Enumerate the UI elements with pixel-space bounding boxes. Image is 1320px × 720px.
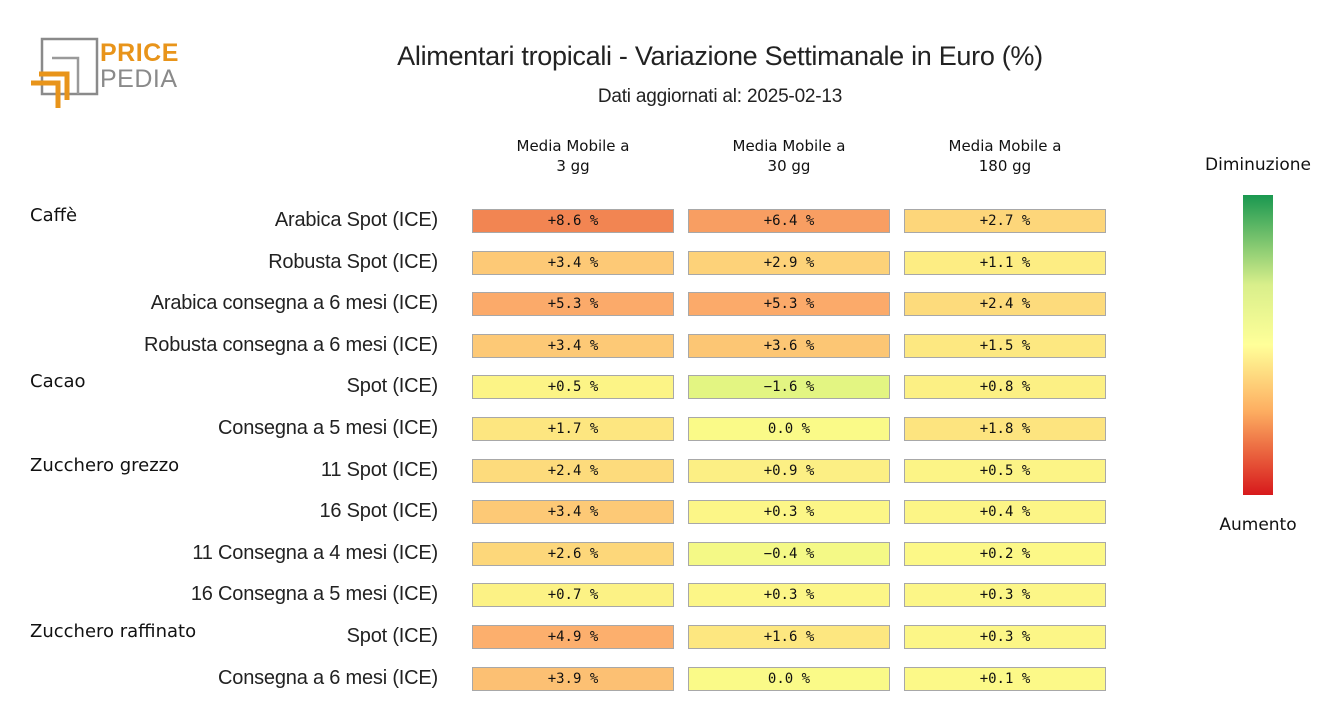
heatmap-cell: +0.1 % [904,666,1106,691]
heatmap-cell: +0.5 % [472,375,674,400]
column-header-line: Media Mobile a [516,137,630,155]
heatmap-cell: +3.4 % [472,333,674,358]
heatmap-cell: +0.5 % [904,458,1106,483]
row-label: Robusta consegna a 6 mesi (ICE) [144,333,438,356]
heatmap-cell: +4.9 % [472,625,674,649]
row-label: Robusta Spot (ICE) [268,250,438,273]
heatmap-cell: +2.4 % [904,292,1106,317]
row-label: Consegna a 5 mesi (ICE) [218,417,438,439]
heatmap-cell: +1.5 % [904,333,1106,358]
heatmap-cell: −0.4 % [688,541,890,566]
heatmap-cell: +5.3 % [688,292,890,317]
heatmap-cell: +1.8 % [904,417,1106,441]
row-label: 11 Consegna a 4 mesi (ICE) [192,541,438,564]
row-label: Spot (ICE) [346,375,439,398]
column-header-30gg: Media Mobile a 30 gg [688,136,890,176]
column-header-line: Media Mobile a [732,137,846,155]
heatmap-cell: +6.4 % [688,209,890,233]
heatmap-cell: +3.4 % [472,250,674,275]
row-label: Spot (ICE) [346,625,439,647]
heatmap-cell: +8.6 % [472,209,674,233]
heatmap-cell: +2.6 % [472,541,674,566]
column-header-3gg: Media Mobile a 3 gg [472,136,674,176]
heatmap-cell: +0.3 % [688,583,890,608]
heatmap-cell: +0.9 % [688,458,890,483]
heatmap-cell: 0.0 % [688,417,890,441]
column-header-line: 180 gg [978,157,1032,175]
heatmap-cell: +2.4 % [472,458,674,483]
group-label: Caffè [30,205,78,226]
row-label: Arabica consegna a 6 mesi (ICE) [150,292,438,315]
heatmap-cell: +1.1 % [904,250,1106,275]
group-label: Zucchero raffinato [30,621,197,642]
logo-word-price: PRICE [100,39,179,67]
logo-mark-icon [31,37,99,108]
chart-title: Alimentari tropicali - Variazione Settim… [397,41,1043,71]
heatmap-cell: +2.7 % [904,209,1106,233]
heatmap-cell: −1.6 % [688,375,890,400]
row-label: Arabica Spot (ICE) [274,209,438,231]
row-label: 16 Spot (ICE) [319,500,438,523]
row-label: Consegna a 6 mesi (ICE) [218,666,438,689]
column-header-line: 30 gg [767,157,811,175]
heatmap-cell: +0.3 % [904,625,1106,649]
chart-subtitle: Dati aggiornati al: 2025-02-13 [597,86,843,107]
heatmap-cell: +3.6 % [688,333,890,358]
heatmap-cell: 0.0 % [688,666,890,691]
column-header-180gg: Media Mobile a 180 gg [904,136,1106,176]
heatmap-cell: +0.4 % [904,500,1106,525]
heatmap-cell: +3.9 % [472,666,674,691]
heatmap-cell: +0.8 % [904,375,1106,400]
heatmap-cell: +0.3 % [688,500,890,525]
heatmap-cell: +5.3 % [472,292,674,317]
heatmap-cell: +3.4 % [472,500,674,525]
logo-word-pedia: PEDIA [100,65,178,93]
heatmap-cell: +1.6 % [688,625,890,649]
heatmap-cell: +1.7 % [472,417,674,441]
group-label: Cacao [30,371,86,393]
column-header-line: 3 gg [556,157,590,175]
column-header-line: Media Mobile a [948,137,1062,155]
heatmap-cell: +0.2 % [904,541,1106,566]
heatmap-cell: +2.9 % [688,250,890,275]
legend-bottom-label: Aumento [1219,515,1297,535]
heatmap-cell: +0.3 % [904,583,1106,608]
heatmap-cell: +0.7 % [472,583,674,608]
pricepedia-logo: PRICE PEDIA [28,36,198,112]
group-label: Zucchero grezzo [30,454,180,476]
legend-top-label: Diminuzione [1205,155,1311,175]
row-label: 16 Consegna a 5 mesi (ICE) [190,583,438,606]
row-label: 11 Spot (ICE) [320,458,438,481]
legend-color-bar [1243,195,1273,495]
